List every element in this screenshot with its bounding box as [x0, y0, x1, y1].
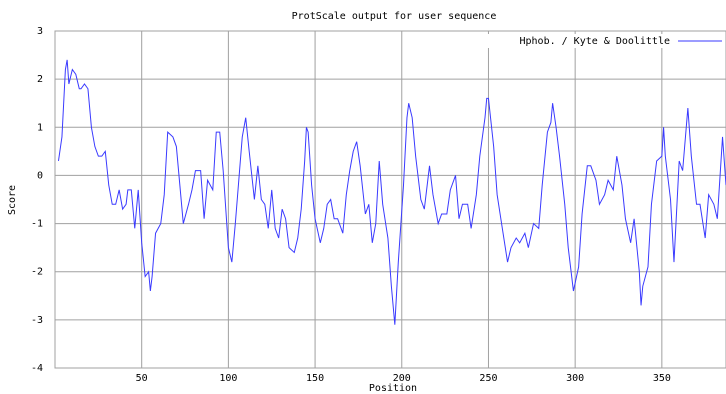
plot-area: [54, 30, 726, 369]
y-tick-label: 2: [37, 74, 43, 85]
legend-box: [455, 34, 725, 48]
x-tick-label: 250: [479, 373, 497, 384]
x-tick-label: 200: [393, 373, 411, 384]
x-tick-label: 350: [653, 373, 671, 384]
y-axis-label: Score: [7, 185, 18, 215]
x-tick-label: 300: [566, 373, 584, 384]
y-tick-label: -2: [31, 267, 43, 278]
y-tick-label: -3: [31, 315, 43, 326]
x-tick-label: 100: [219, 373, 237, 384]
y-tick-label: 3: [37, 26, 43, 37]
data-line: [57, 59, 726, 325]
y-tick-label: 1: [37, 122, 43, 133]
x-tick-label: 150: [306, 373, 324, 384]
x-tick-label: 50: [136, 373, 148, 384]
y-tick-label: -4: [31, 363, 43, 374]
chart-title: ProtScale output for user sequence: [292, 11, 497, 22]
y-tick-label: -1: [31, 219, 43, 230]
y-tick-label: 0: [37, 170, 43, 181]
x-axis-label: Position: [369, 383, 417, 394]
legend-label: Hphob. / Kyte & Doolittle: [519, 36, 670, 47]
